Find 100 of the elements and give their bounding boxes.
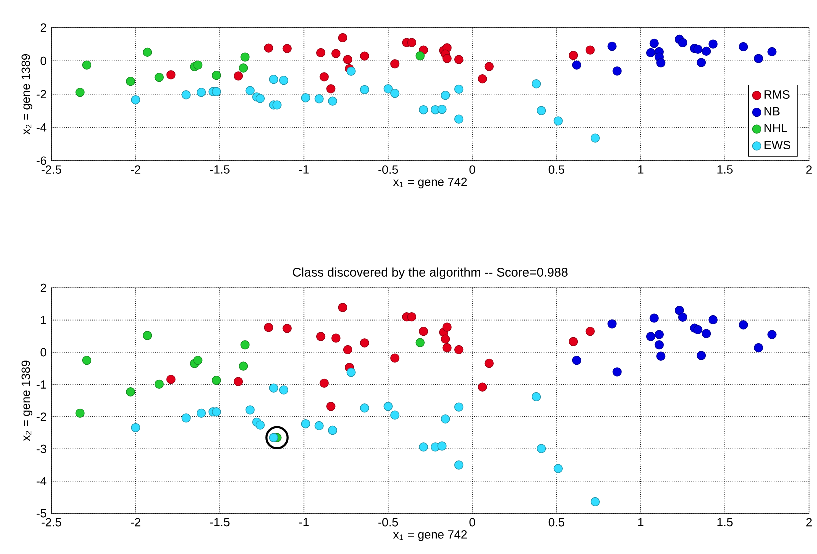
x-tick-label: -0.5 xyxy=(378,518,398,527)
point xyxy=(320,72,329,82)
x-tick-label: 1 xyxy=(638,165,644,174)
point xyxy=(240,340,250,350)
point xyxy=(586,46,595,55)
point xyxy=(328,96,338,106)
point xyxy=(234,72,244,81)
point xyxy=(264,322,274,332)
point xyxy=(678,312,688,322)
y-tick-label: -5 xyxy=(36,509,46,518)
point xyxy=(708,40,718,49)
point xyxy=(360,404,370,413)
y-tick-label: -6 xyxy=(36,156,46,166)
point xyxy=(656,352,666,361)
point xyxy=(314,421,324,430)
point xyxy=(454,55,464,64)
y-axis-title: x$_{2}$ = gene 1389 xyxy=(22,54,33,135)
point xyxy=(279,385,289,395)
point xyxy=(554,116,563,126)
point xyxy=(346,66,356,76)
y-tick-label: -3 xyxy=(36,444,46,454)
legend-label: NB xyxy=(764,107,780,116)
point xyxy=(390,88,400,98)
point xyxy=(694,44,703,54)
point xyxy=(454,114,464,124)
point xyxy=(126,387,136,397)
point xyxy=(478,382,488,392)
point xyxy=(166,70,176,80)
x-tick-label: -2 xyxy=(131,518,141,526)
point xyxy=(131,95,140,104)
point xyxy=(739,320,748,330)
point xyxy=(454,345,464,354)
x-tick-label: -1 xyxy=(299,518,309,526)
y-tick-label: 0 xyxy=(40,56,47,66)
x-tick-label: 0.5 xyxy=(548,518,565,527)
point xyxy=(608,319,617,329)
x-tick-label: 0.5 xyxy=(548,165,565,174)
point xyxy=(441,414,450,424)
point xyxy=(739,42,748,52)
point xyxy=(196,408,206,418)
y-tick-label: 1 xyxy=(41,316,46,324)
point xyxy=(212,70,222,80)
point xyxy=(301,419,310,428)
point xyxy=(343,345,353,354)
point xyxy=(702,329,712,338)
point xyxy=(608,42,617,51)
x-tick-label: 1.5 xyxy=(718,518,733,526)
point xyxy=(654,330,664,340)
point xyxy=(154,72,164,82)
point xyxy=(76,408,85,418)
point xyxy=(694,325,703,334)
point xyxy=(338,33,348,42)
point xyxy=(537,444,546,454)
point xyxy=(454,402,464,412)
point xyxy=(419,105,428,114)
point xyxy=(454,460,464,470)
x-tick-label: 0 xyxy=(470,518,476,527)
x-tick-label: 1.5 xyxy=(718,165,733,174)
point xyxy=(646,48,656,58)
point xyxy=(194,356,203,365)
point xyxy=(282,44,292,54)
point xyxy=(754,343,764,352)
point xyxy=(702,46,712,56)
x-axis-title: x$_{1}$ = gene 742 xyxy=(393,530,468,542)
point xyxy=(419,442,428,452)
point xyxy=(478,74,488,84)
point xyxy=(537,106,546,116)
point xyxy=(256,94,265,104)
legend-label: NHL xyxy=(764,124,788,132)
point xyxy=(256,420,265,430)
y-axis-title: x$_{2}$ = gene 1389 xyxy=(22,360,33,442)
chart-title: Class discovered by the algorithm -- Score=0.988 xyxy=(293,268,568,280)
point xyxy=(143,331,152,340)
point xyxy=(454,84,464,94)
point xyxy=(240,52,250,62)
point xyxy=(384,84,393,94)
y-tick-label: -4 xyxy=(36,123,47,132)
point xyxy=(438,442,447,451)
point xyxy=(654,340,664,350)
point xyxy=(572,356,582,365)
point xyxy=(346,368,356,377)
point xyxy=(696,351,706,360)
y-tick-label: -1 xyxy=(36,380,46,389)
point xyxy=(264,44,274,53)
point xyxy=(407,312,417,322)
point xyxy=(126,76,136,86)
point xyxy=(316,332,326,342)
point xyxy=(212,376,222,385)
point xyxy=(154,380,164,389)
point xyxy=(82,60,92,70)
x-tick-label: -1.5 xyxy=(210,165,230,174)
point xyxy=(360,52,370,61)
x-tick-label: 0 xyxy=(470,165,476,174)
x-tick-label: 2 xyxy=(806,165,812,174)
point xyxy=(646,332,656,342)
point xyxy=(569,337,578,346)
point xyxy=(320,378,329,388)
point xyxy=(612,66,622,76)
point xyxy=(768,47,777,56)
point xyxy=(314,94,324,104)
